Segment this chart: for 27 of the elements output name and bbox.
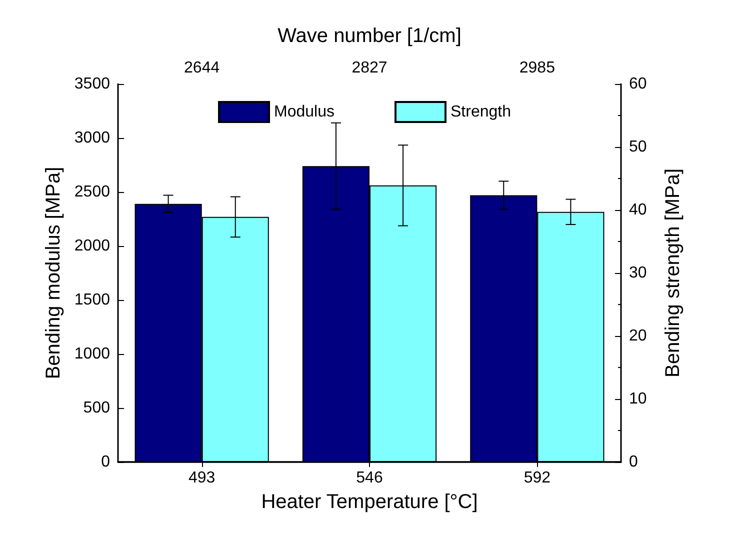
y-tick-label: 500 — [83, 400, 110, 416]
y-tick-label: 2000 — [74, 238, 110, 254]
y2-tick-label: 40 — [629, 202, 647, 218]
y-tick-label: 0 — [101, 454, 110, 470]
y2-axis-title: Bending strength [MPa] — [662, 168, 684, 378]
y-tick-label: 1000 — [74, 346, 110, 362]
y-tick-label: 2500 — [74, 184, 110, 200]
y2-tick-label: 20 — [629, 328, 647, 344]
legend-label: Strength — [450, 104, 511, 120]
x-axis-title: Heater Temperature [°C] — [261, 491, 478, 513]
x-tick-label: 493 — [188, 470, 216, 486]
y2-tick-label: 10 — [629, 390, 647, 408]
x-tick-label: 546 — [356, 470, 383, 486]
text: 2985 — [519, 60, 556, 76]
y2-tick-label: 60 — [629, 76, 647, 92]
y-axis-title: Bending modulus [MPa] — [42, 166, 65, 380]
y2-tick-label: 30 — [629, 264, 647, 282]
text: 2827 — [352, 60, 388, 76]
y-tick-label: 3500 — [74, 76, 110, 92]
y2-tick-label: 50 — [629, 138, 647, 156]
x-tick-label: 592 — [524, 470, 551, 486]
x2-axis-title: Wave number [1/cm] — [278, 25, 462, 47]
y-tick-label: 1500 — [74, 292, 110, 308]
legend-label: Modulus — [274, 104, 335, 120]
y-tick-label: 3000 — [74, 130, 110, 146]
text: 2644 — [184, 60, 220, 76]
y2-tick-label: 0 — [629, 454, 638, 470]
